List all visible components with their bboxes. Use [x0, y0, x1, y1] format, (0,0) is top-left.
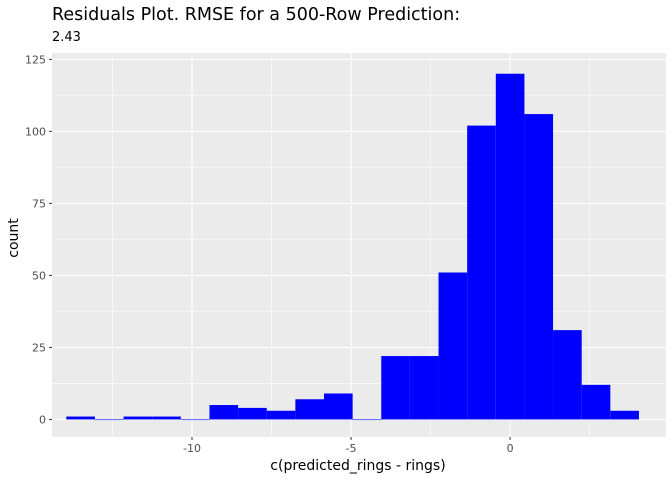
- histogram-bar: [495, 73, 525, 420]
- histogram-bar: [581, 384, 611, 420]
- histogram-bar: [381, 356, 410, 420]
- x-tick-label: 0: [507, 442, 514, 455]
- histogram-bar: [266, 410, 296, 420]
- y-tick-label: 75: [32, 197, 46, 210]
- histogram-bar: [610, 410, 639, 420]
- y-tick-label: 125: [25, 53, 46, 66]
- chart-subtitle: 2.43: [52, 30, 81, 45]
- chart-title: Residuals Plot. RMSE for a 500-Row Predi…: [52, 5, 461, 25]
- y-tick-label: 50: [32, 269, 46, 282]
- histogram-bar: [324, 393, 353, 420]
- histogram-bar: [238, 407, 267, 420]
- histogram-bar: [409, 356, 439, 420]
- histogram-bar: [438, 272, 468, 420]
- y-axis: 0 25 50 75 100 125: [25, 53, 52, 426]
- histogram-bar: [295, 399, 325, 420]
- histogram-bar: [66, 416, 95, 420]
- x-tick-label: -5: [346, 442, 357, 455]
- x-tick-label: -10: [183, 442, 201, 455]
- histogram-bar: [524, 114, 554, 420]
- histogram-bar: [209, 405, 239, 420]
- histogram-bar: [152, 416, 181, 420]
- y-tick-label: 100: [25, 125, 46, 138]
- y-axis-title: count: [6, 218, 22, 258]
- y-tick-label: 0: [39, 413, 46, 426]
- histogram-bars: [66, 73, 639, 421]
- x-axis: -10 -5 0: [183, 437, 514, 455]
- histogram-bar: [123, 416, 153, 420]
- x-axis-title: c(predicted_rings - rings): [270, 458, 445, 474]
- histogram-bar: [352, 419, 382, 421]
- y-tick-label: 25: [32, 341, 46, 354]
- histogram-bar: [180, 419, 210, 421]
- histogram-bar: [467, 125, 496, 420]
- histogram-bar: [94, 419, 124, 421]
- histogram-bar: [553, 330, 582, 420]
